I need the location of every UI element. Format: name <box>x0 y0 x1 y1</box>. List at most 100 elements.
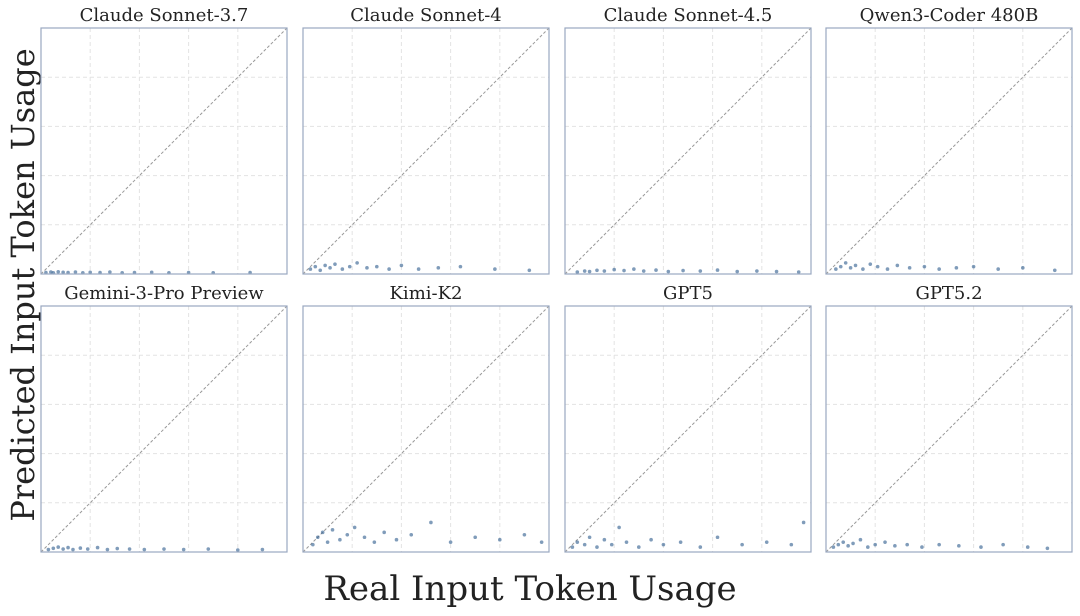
point <box>1001 542 1005 547</box>
frame <box>564 305 812 553</box>
point <box>681 268 685 273</box>
point <box>539 540 544 544</box>
point <box>922 264 927 269</box>
point <box>612 267 616 272</box>
point <box>1021 266 1025 270</box>
y-axis-label: Predicted Input Token Usage <box>4 48 42 521</box>
point <box>698 269 703 273</box>
point <box>570 545 575 549</box>
subplot: Claude Sonnet-4.5 <box>564 5 812 275</box>
point <box>387 267 391 271</box>
subplot-title: Claude Sonnet-3.7 <box>80 5 249 26</box>
point <box>715 268 720 272</box>
point <box>957 544 961 548</box>
point <box>595 268 599 273</box>
point <box>661 542 666 547</box>
point <box>382 530 386 535</box>
point <box>330 528 335 532</box>
point <box>920 545 924 549</box>
point <box>641 269 646 273</box>
point <box>318 268 323 273</box>
point <box>345 532 350 537</box>
point <box>666 269 671 274</box>
point <box>347 264 352 269</box>
point <box>1052 268 1057 273</box>
point <box>149 270 154 275</box>
point <box>372 540 377 544</box>
point <box>78 546 83 550</box>
subplot: GPT5 <box>564 283 812 553</box>
point <box>868 262 873 266</box>
point <box>937 267 941 271</box>
point <box>907 266 912 270</box>
point <box>954 266 959 270</box>
frame <box>302 27 550 275</box>
frame <box>302 305 550 553</box>
diagonal-reference <box>825 305 1073 553</box>
diagonal-reference <box>825 27 1073 275</box>
point <box>801 520 806 525</box>
point <box>846 544 850 548</box>
point <box>841 540 846 544</box>
point <box>698 545 703 549</box>
point <box>582 542 587 547</box>
point <box>774 269 779 274</box>
point <box>715 535 720 540</box>
diagonal-reference <box>40 305 288 553</box>
point <box>320 530 325 535</box>
point <box>595 545 599 549</box>
point <box>575 540 580 544</box>
subplot: Kimi-K2 <box>302 283 550 553</box>
point <box>789 542 794 547</box>
point <box>46 547 51 552</box>
subplot-title: GPT5 <box>663 283 713 304</box>
point <box>206 547 211 551</box>
point <box>315 535 320 540</box>
point <box>866 545 870 549</box>
point <box>885 267 890 271</box>
point <box>399 263 404 268</box>
subplot-title: Gemini-3-Pro Preview <box>64 283 264 304</box>
point <box>836 542 841 547</box>
point <box>115 546 120 551</box>
frame <box>40 305 288 553</box>
point <box>875 264 880 269</box>
point <box>313 264 318 269</box>
point <box>429 520 433 525</box>
point <box>127 547 132 551</box>
point <box>654 268 658 272</box>
subplot: Qwen3-Coder 480B <box>825 5 1073 275</box>
frame <box>825 27 1073 275</box>
subplot: GPT5.2 <box>825 283 1073 553</box>
point <box>838 264 843 269</box>
point <box>831 545 836 549</box>
point <box>260 547 265 552</box>
point <box>834 267 838 271</box>
point <box>394 537 399 542</box>
point <box>105 547 110 552</box>
point <box>979 545 983 549</box>
point <box>61 547 65 551</box>
point <box>883 540 887 544</box>
point <box>678 540 683 544</box>
point <box>493 267 497 271</box>
point <box>873 542 877 547</box>
point <box>308 267 313 271</box>
point <box>142 547 147 552</box>
point <box>764 540 769 544</box>
point <box>843 261 848 265</box>
point <box>409 532 414 537</box>
point <box>73 270 78 274</box>
point <box>602 537 607 542</box>
point <box>355 261 359 265</box>
point <box>905 542 909 547</box>
point <box>1025 545 1030 549</box>
diagonal-reference <box>302 27 550 275</box>
point <box>587 269 592 274</box>
point <box>853 263 858 268</box>
subplot-title: Claude Sonnet-4 <box>350 5 502 26</box>
point <box>971 264 976 269</box>
point <box>311 542 315 547</box>
point <box>473 535 478 540</box>
